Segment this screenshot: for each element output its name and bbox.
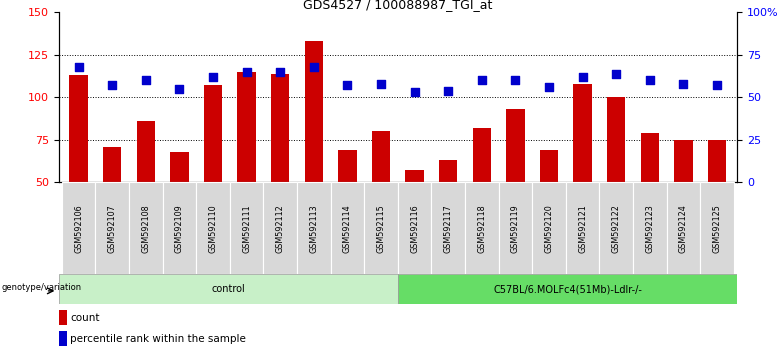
Text: GSM592108: GSM592108 bbox=[141, 204, 151, 253]
Bar bbox=[573, 84, 592, 182]
Bar bbox=[540, 150, 558, 182]
Bar bbox=[136, 121, 155, 182]
Bar bbox=[674, 140, 693, 182]
Bar bbox=[204, 85, 222, 182]
Text: GSM592116: GSM592116 bbox=[410, 204, 419, 253]
Bar bbox=[707, 140, 726, 182]
Bar bbox=[364, 182, 398, 274]
Point bbox=[576, 74, 589, 80]
Bar bbox=[331, 182, 364, 274]
Point bbox=[509, 78, 522, 83]
Bar bbox=[607, 97, 626, 182]
Point bbox=[711, 82, 723, 88]
Bar bbox=[633, 182, 667, 274]
Text: GSM592110: GSM592110 bbox=[208, 204, 218, 253]
Bar bbox=[406, 170, 424, 182]
Point bbox=[307, 64, 320, 70]
Text: GSM592113: GSM592113 bbox=[310, 204, 318, 253]
Point bbox=[409, 90, 421, 95]
Text: GSM592124: GSM592124 bbox=[679, 204, 688, 253]
Bar bbox=[95, 182, 129, 274]
Point bbox=[240, 69, 253, 75]
Bar bbox=[237, 72, 256, 182]
Point bbox=[442, 88, 455, 93]
Bar bbox=[439, 160, 457, 182]
Bar bbox=[498, 182, 532, 274]
Bar bbox=[58, 274, 398, 304]
Bar bbox=[58, 310, 67, 325]
Bar bbox=[271, 74, 289, 182]
Title: GDS4527 / 100088987_TGI_at: GDS4527 / 100088987_TGI_at bbox=[303, 0, 492, 11]
Bar bbox=[473, 128, 491, 182]
Point bbox=[341, 82, 353, 88]
Text: percentile rank within the sample: percentile rank within the sample bbox=[70, 334, 246, 344]
Point bbox=[476, 78, 488, 83]
Bar bbox=[297, 182, 331, 274]
Text: C57BL/6.MOLFc4(51Mb)-Ldlr-/-: C57BL/6.MOLFc4(51Mb)-Ldlr-/- bbox=[493, 284, 642, 295]
Bar bbox=[566, 182, 599, 274]
Point bbox=[543, 84, 555, 90]
Point bbox=[274, 69, 286, 75]
Point bbox=[644, 78, 656, 83]
Text: count: count bbox=[70, 313, 100, 323]
Bar bbox=[372, 131, 390, 182]
Bar bbox=[640, 133, 659, 182]
Text: GSM592115: GSM592115 bbox=[377, 204, 385, 253]
Text: GSM592114: GSM592114 bbox=[343, 204, 352, 253]
Text: GSM592109: GSM592109 bbox=[175, 204, 184, 253]
Point bbox=[73, 64, 85, 70]
Text: genotype/variation: genotype/variation bbox=[1, 284, 81, 292]
Bar bbox=[599, 182, 633, 274]
Text: GSM592121: GSM592121 bbox=[578, 204, 587, 253]
Bar bbox=[506, 109, 525, 182]
Bar bbox=[339, 150, 356, 182]
Point bbox=[374, 81, 387, 87]
Bar bbox=[667, 182, 700, 274]
Bar bbox=[163, 182, 197, 274]
Point bbox=[106, 82, 119, 88]
Text: GSM592125: GSM592125 bbox=[712, 204, 722, 253]
Point bbox=[677, 81, 690, 87]
Text: GSM592120: GSM592120 bbox=[544, 204, 554, 253]
Text: GSM592117: GSM592117 bbox=[444, 204, 452, 253]
Point bbox=[140, 78, 152, 83]
Text: GSM592122: GSM592122 bbox=[612, 204, 621, 253]
Bar bbox=[304, 41, 323, 182]
Bar bbox=[62, 182, 95, 274]
Text: GSM592112: GSM592112 bbox=[275, 204, 285, 253]
Bar bbox=[197, 182, 230, 274]
Bar bbox=[431, 182, 465, 274]
Bar bbox=[700, 182, 734, 274]
Bar bbox=[264, 182, 297, 274]
Bar bbox=[230, 182, 264, 274]
Text: GSM592107: GSM592107 bbox=[108, 204, 117, 253]
Text: GSM592111: GSM592111 bbox=[242, 204, 251, 253]
Bar bbox=[532, 182, 566, 274]
Bar bbox=[103, 147, 122, 182]
Bar bbox=[129, 182, 163, 274]
Text: GSM592119: GSM592119 bbox=[511, 204, 520, 253]
Bar bbox=[58, 331, 67, 346]
Text: GSM592118: GSM592118 bbox=[477, 204, 486, 253]
Bar bbox=[170, 152, 189, 182]
Bar bbox=[69, 75, 88, 182]
Point bbox=[207, 74, 219, 80]
Bar bbox=[398, 182, 431, 274]
Point bbox=[610, 71, 622, 76]
Point bbox=[173, 86, 186, 92]
Text: GSM592123: GSM592123 bbox=[645, 204, 654, 253]
Text: control: control bbox=[211, 284, 245, 295]
Text: GSM592106: GSM592106 bbox=[74, 204, 83, 253]
Bar bbox=[465, 182, 498, 274]
Bar bbox=[398, 274, 737, 304]
